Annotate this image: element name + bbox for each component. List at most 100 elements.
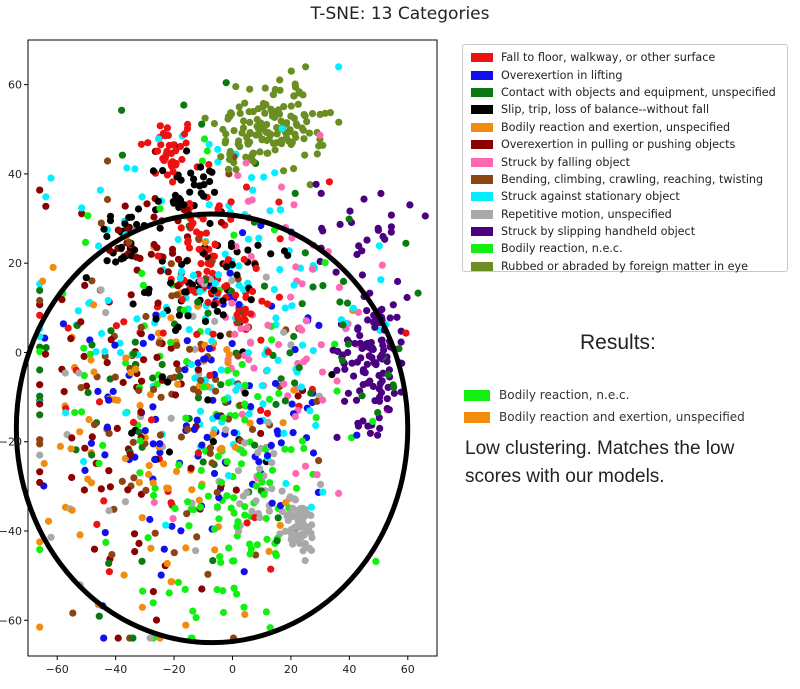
data-point xyxy=(225,155,234,164)
data-point xyxy=(213,307,221,315)
legend-item: Bending, climbing, crawling, reaching, t… xyxy=(471,171,781,188)
data-point xyxy=(299,341,307,349)
data-point xyxy=(167,260,175,268)
data-point xyxy=(272,314,280,322)
data-point xyxy=(167,344,175,352)
data-point xyxy=(171,504,179,513)
data-point xyxy=(336,220,344,228)
data-point xyxy=(356,332,364,340)
data-point xyxy=(214,145,222,153)
legend-item: Struck by slipping handheld object xyxy=(471,223,781,240)
data-point xyxy=(232,165,240,174)
data-point xyxy=(259,400,267,408)
data-point xyxy=(62,409,70,417)
data-point xyxy=(146,634,154,642)
data-point xyxy=(288,302,296,310)
data-point xyxy=(209,330,217,338)
legend-swatch xyxy=(471,53,493,63)
data-point xyxy=(226,269,234,277)
data-point xyxy=(245,356,253,364)
data-point xyxy=(157,393,165,401)
data-point xyxy=(288,400,296,408)
data-point xyxy=(271,85,279,94)
data-point xyxy=(289,429,297,437)
data-point xyxy=(157,267,165,275)
data-point xyxy=(141,427,149,435)
data-point xyxy=(158,373,166,381)
data-point xyxy=(253,541,261,549)
data-point xyxy=(258,297,266,305)
data-point xyxy=(77,318,85,326)
data-point xyxy=(205,140,213,148)
data-point xyxy=(103,157,112,165)
data-point xyxy=(210,525,219,533)
data-point xyxy=(180,201,188,209)
x-tick-label: −60 xyxy=(46,663,69,676)
data-point xyxy=(152,616,161,624)
data-point xyxy=(36,623,44,631)
data-point xyxy=(292,484,301,492)
data-point xyxy=(114,226,122,234)
data-point xyxy=(267,565,275,573)
category-legend: Fall to floor, walkway, or other surface… xyxy=(462,44,788,273)
data-point xyxy=(228,340,236,348)
legend-swatch xyxy=(471,157,493,167)
ticks-layer: −60 −40 −20 0 20 40 60 −60 −40 −20 0 20 40 60 xyxy=(0,79,415,676)
data-point xyxy=(178,155,186,164)
data-point xyxy=(81,466,89,474)
data-point xyxy=(104,296,112,305)
data-point xyxy=(118,106,126,114)
data-point xyxy=(359,366,368,374)
data-point xyxy=(358,392,366,400)
data-point xyxy=(300,135,308,143)
x-tick-label: −20 xyxy=(162,663,185,676)
data-point xyxy=(302,63,310,71)
data-point xyxy=(231,443,240,451)
data-point xyxy=(235,262,243,270)
data-point xyxy=(121,454,129,463)
data-point xyxy=(149,167,157,175)
data-point xyxy=(137,408,145,416)
legend-label: Bending, climbing, crawling, reaching, t… xyxy=(501,172,764,186)
data-point xyxy=(280,429,288,437)
data-point xyxy=(167,338,175,346)
data-point xyxy=(265,395,274,403)
data-point xyxy=(201,355,209,363)
data-point xyxy=(403,293,411,302)
data-point xyxy=(281,304,289,312)
results-legend-swatch xyxy=(464,411,490,423)
results-legend-label: Bodily reaction and exertion, unspecifie… xyxy=(499,410,745,424)
data-point xyxy=(306,181,314,189)
data-point xyxy=(279,419,287,427)
data-point xyxy=(78,204,86,212)
data-point xyxy=(219,414,227,422)
data-point xyxy=(103,257,111,265)
data-point xyxy=(232,369,240,377)
data-point xyxy=(258,478,266,486)
data-point xyxy=(238,410,246,418)
data-point xyxy=(69,609,77,617)
data-point xyxy=(273,427,281,435)
data-point xyxy=(287,140,295,149)
legend-label: Slip, trip, loss of balance--without fal… xyxy=(501,103,710,117)
data-point xyxy=(257,406,265,414)
data-point xyxy=(210,252,218,260)
data-point xyxy=(127,368,135,377)
data-point xyxy=(171,391,180,399)
data-point xyxy=(180,306,188,314)
data-point xyxy=(228,299,236,307)
data-point xyxy=(374,226,382,234)
data-point xyxy=(224,472,233,480)
data-point xyxy=(87,439,95,447)
data-point xyxy=(292,120,300,128)
data-point xyxy=(202,229,210,237)
data-point xyxy=(312,180,320,188)
data-point xyxy=(177,224,185,232)
data-point xyxy=(126,451,134,459)
data-point xyxy=(118,151,126,159)
data-point xyxy=(313,471,321,479)
data-point xyxy=(146,391,155,399)
data-point xyxy=(137,323,145,331)
data-point xyxy=(333,433,341,441)
data-point xyxy=(87,356,95,364)
